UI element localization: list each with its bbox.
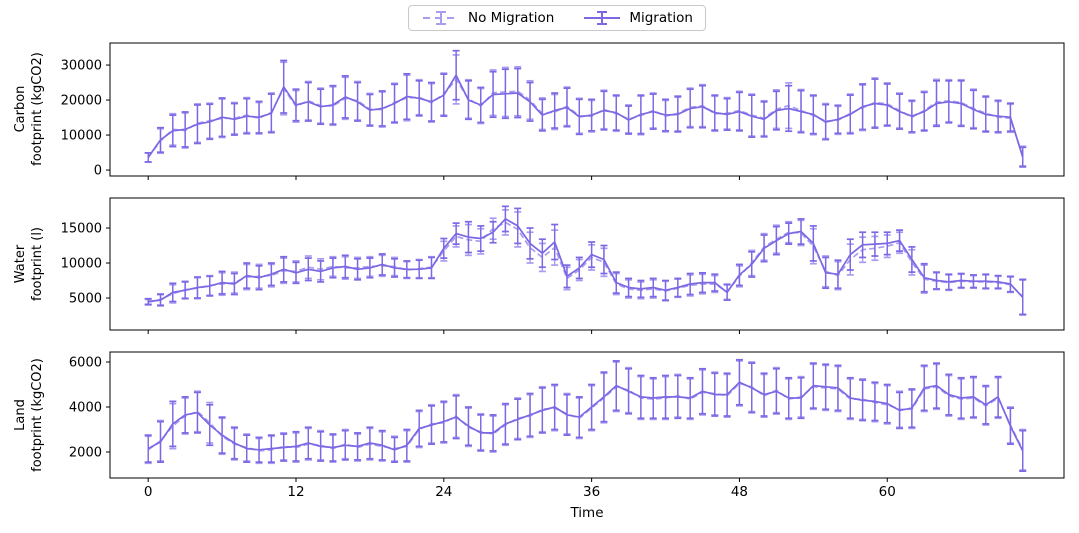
water-axes-frame — [109, 197, 1065, 331]
y-tick-label: 15000 — [61, 222, 102, 237]
y-tick-label: 6000 — [69, 356, 102, 371]
carbon-subplot: 0 10000 20000 30000 — [61, 42, 1065, 180]
y-tick-label: 4000 — [69, 401, 102, 416]
carbon-axes-frame — [109, 42, 1065, 177]
legend-item-no-migration: No Migration — [421, 9, 554, 27]
y-tick-label: 10000 — [61, 129, 102, 144]
y-tick-label: 2000 — [69, 446, 102, 461]
y-tick-label: 10000 — [61, 257, 102, 272]
x-tick-label: 24 — [435, 484, 452, 500]
legend: No Migration Migration — [408, 5, 706, 31]
carbon-ticks: 0 10000 20000 30000 — [61, 59, 888, 180]
x-tick-label: 60 — [879, 484, 896, 500]
y-tick-label: 20000 — [61, 94, 102, 109]
water-ticks: 5000 10000 15000 — [61, 222, 888, 334]
no-migration-errorbar-icon — [421, 9, 461, 27]
x-tick-label: 36 — [583, 484, 600, 500]
y-tick-label: 0 — [94, 164, 102, 179]
migration-errorbar-icon — [582, 9, 622, 27]
land-axes-frame — [109, 351, 1065, 479]
water-subplot: 5000 10000 15000 — [61, 197, 1065, 334]
land-y-axis-label: Land footprint (kgCO2) — [13, 358, 45, 472]
x-tick-label: 48 — [731, 484, 748, 500]
legend-label-no-migration: No Migration — [468, 10, 555, 26]
x-tick-label: 12 — [287, 484, 304, 500]
legend-label-migration: Migration — [629, 10, 693, 26]
land-migration-series — [144, 358, 1027, 472]
legend-item-migration: Migration — [582, 9, 693, 27]
land-ticks: 2000 4000 6000 0 12 24 36 48 60 — [69, 356, 896, 500]
carbon-migration-series — [144, 49, 1027, 168]
land-subplot: 2000 4000 6000 0 12 24 36 48 60 — [69, 351, 1065, 500]
carbon-y-axis-label: Carbon footprint (kgCO2) — [13, 52, 45, 166]
x-axis-label: Time — [570, 505, 604, 521]
y-tick-label: 30000 — [61, 59, 102, 74]
water-migration-series — [144, 205, 1027, 316]
x-tick-label: 0 — [144, 484, 153, 500]
carbon-no_migration-series — [144, 54, 1027, 167]
y-tick-label: 5000 — [69, 292, 102, 307]
water-y-axis-label: Water footprint (l) — [13, 226, 45, 302]
land-no_migration-series — [144, 360, 1027, 471]
